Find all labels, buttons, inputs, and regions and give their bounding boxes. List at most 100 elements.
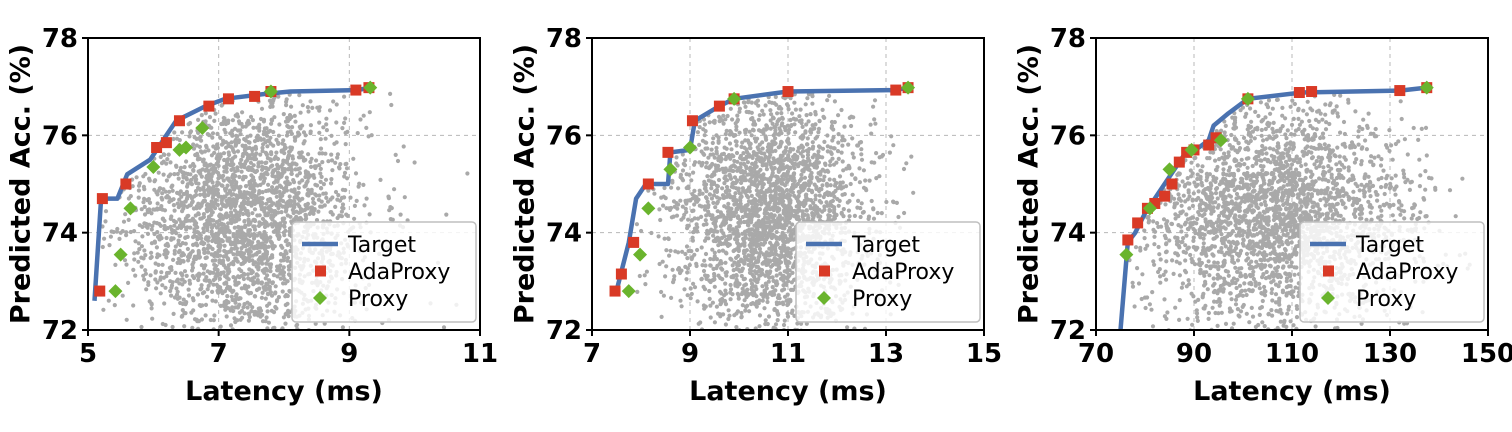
sample-point — [172, 223, 177, 228]
sample-point — [820, 146, 826, 151]
sample-point — [220, 291, 225, 296]
sample-point — [731, 248, 736, 254]
sample-point — [181, 223, 186, 228]
sample-point — [727, 313, 732, 318]
sample-point — [278, 263, 283, 268]
sample-point — [840, 143, 845, 148]
sample-point — [176, 191, 182, 196]
sample-point — [334, 102, 339, 107]
sample-point — [180, 313, 185, 318]
sample-point — [247, 182, 252, 187]
sample-point — [739, 180, 744, 185]
sample-point — [255, 200, 260, 205]
sample-point — [810, 213, 815, 218]
sample-point — [732, 260, 737, 265]
sample-point — [269, 209, 274, 214]
sample-point — [133, 273, 138, 278]
sample-point — [760, 298, 765, 303]
sample-point — [754, 286, 759, 292]
sample-point — [340, 202, 346, 207]
sample-point — [325, 199, 331, 204]
sample-point — [129, 341, 133, 345]
sample-point — [235, 340, 239, 344]
sample-point — [152, 240, 157, 245]
sample-point — [817, 118, 822, 123]
sample-point — [828, 183, 833, 188]
sample-point — [392, 187, 397, 192]
sample-point — [742, 276, 748, 281]
sample-point — [787, 260, 792, 265]
sample-point — [229, 140, 234, 145]
sample-point — [747, 212, 752, 217]
sample-point — [205, 218, 210, 223]
sample-point — [711, 216, 717, 221]
sample-point — [140, 224, 145, 229]
sample-point — [752, 256, 757, 261]
sample-point — [283, 119, 289, 124]
sample-point — [256, 280, 261, 285]
sample-point — [270, 348, 274, 352]
sample-point — [180, 130, 185, 135]
sample-point — [262, 229, 267, 235]
sample-point — [761, 355, 765, 359]
sample-point — [329, 210, 334, 215]
sample-point — [278, 252, 283, 257]
sample-point — [286, 267, 292, 272]
sample-point — [303, 169, 309, 175]
sample-point — [247, 361, 251, 365]
sample-point — [148, 273, 153, 278]
sample-point — [736, 166, 741, 171]
sample-point — [297, 180, 302, 185]
sample-point — [768, 108, 773, 113]
sample-point — [252, 332, 256, 336]
sample-point — [232, 186, 237, 191]
sample-point — [786, 127, 792, 132]
sample-point — [745, 160, 751, 165]
sample-point — [684, 172, 689, 177]
sample-point — [827, 213, 833, 218]
sample-point — [277, 409, 281, 413]
sample-point — [234, 133, 239, 138]
sample-point — [333, 160, 338, 165]
sample-point — [259, 172, 264, 177]
sample-point — [203, 223, 208, 228]
sample-point — [266, 278, 272, 283]
sample-point — [785, 264, 790, 269]
sample-point — [246, 238, 251, 243]
sample-point — [302, 347, 306, 351]
sample-point — [215, 288, 220, 293]
sample-point — [321, 182, 326, 187]
sample-point — [202, 250, 207, 255]
sample-point — [757, 113, 762, 118]
sample-point — [292, 187, 297, 192]
sample-point — [836, 132, 841, 137]
sample-point — [685, 270, 690, 275]
sample-point — [737, 243, 742, 248]
sample-point — [668, 205, 674, 211]
sample-point — [216, 284, 221, 289]
sample-point — [201, 241, 206, 247]
sample-point — [124, 262, 129, 267]
sample-point — [176, 238, 181, 243]
sample-point — [243, 283, 248, 288]
sample-point — [701, 151, 706, 156]
sample-point — [238, 161, 243, 166]
sample-point — [840, 134, 845, 139]
sample-point — [393, 152, 398, 157]
sample-point — [805, 156, 811, 161]
sample-point — [763, 233, 769, 238]
sample-point — [180, 282, 185, 287]
sample-point — [265, 334, 269, 338]
sample-point — [266, 198, 271, 204]
sample-point — [267, 301, 272, 306]
sample-point — [155, 192, 160, 197]
sample-point — [824, 359, 828, 363]
sample-point — [152, 220, 157, 225]
sample-point — [148, 369, 152, 373]
sample-point — [716, 140, 721, 145]
sample-point — [187, 278, 192, 283]
sample-point — [276, 133, 281, 138]
sample-point — [252, 246, 257, 251]
sample-point — [871, 104, 876, 109]
sample-point — [762, 289, 768, 294]
